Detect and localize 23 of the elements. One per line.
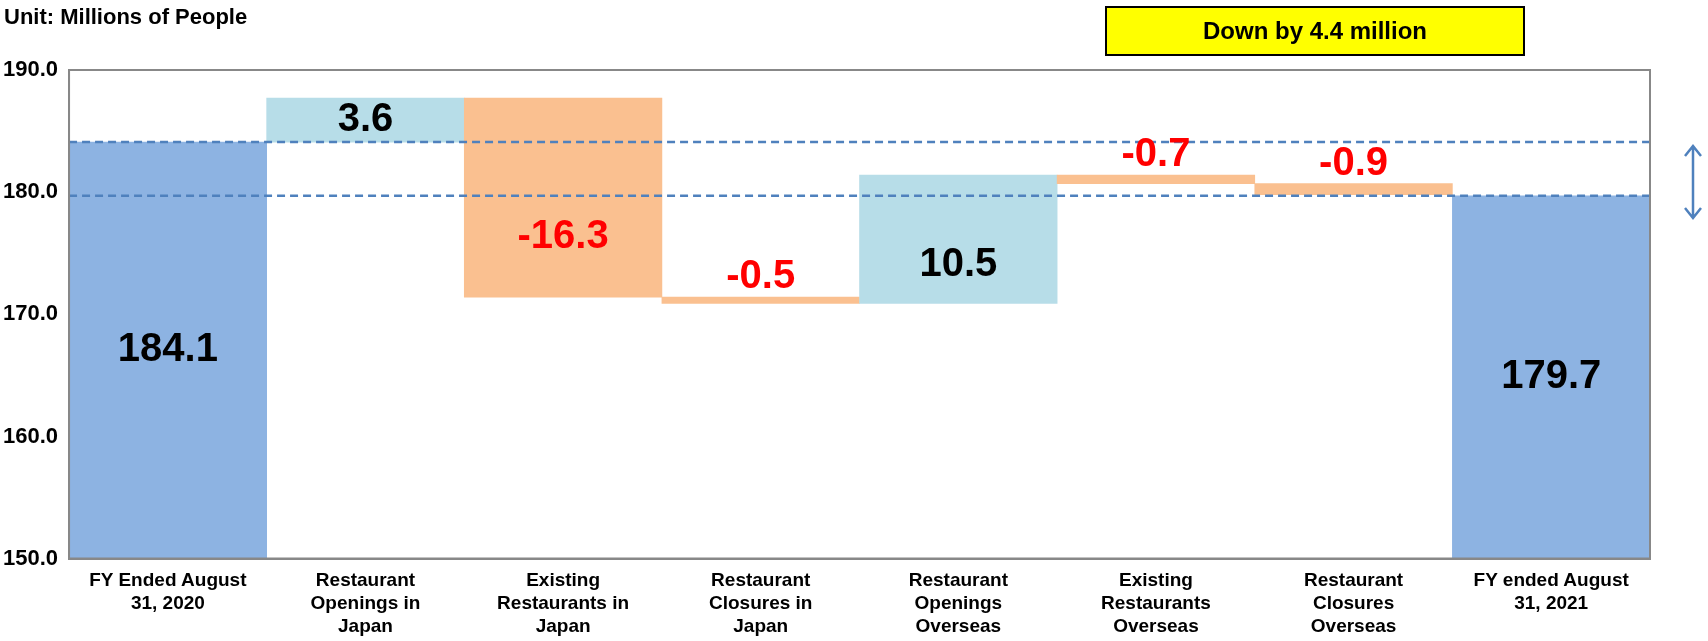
data-label: 10.5 (919, 239, 998, 284)
y-tick-label: 190.0 (2, 56, 59, 82)
data-label: -16.3 (517, 212, 609, 257)
data-label: -0.5 (726, 252, 796, 297)
x-tick-label: Restaurant Closures Overseas (1303, 569, 1404, 636)
y-tick-label: 180.0 (2, 178, 59, 204)
x-tick-label: FY ended August 31, 2021 (1473, 569, 1630, 614)
x-tick-label: Restaurant Openings in Japan (310, 569, 421, 636)
data-label: 184.1 (117, 325, 218, 370)
y-tick-label: 160.0 (2, 422, 59, 448)
x-tick-label: Existing Restaurants in Japan (497, 569, 630, 636)
data-label: -0.7 (1121, 130, 1191, 175)
x-tick-label: Restaurant Closures in Japan (708, 569, 813, 636)
x-tick-label: Restaurant Openings Overseas (908, 569, 1009, 636)
y-tick-label: 150.0 (2, 544, 59, 570)
data-label: 3.6 (337, 95, 394, 140)
text: Down by 4.4 million (1105, 6, 1525, 56)
y-tick-label: 170.0 (2, 300, 59, 326)
y-axis-title: Unit: Millions of People (4, 4, 248, 30)
x-tick-label: Existing Restaurants Overseas (1101, 569, 1211, 636)
x-tick-label: FY Ended August 31, 2020 (89, 569, 248, 614)
data-label: -0.9 (1319, 138, 1389, 183)
data-label: 179.7 (1501, 352, 1602, 397)
